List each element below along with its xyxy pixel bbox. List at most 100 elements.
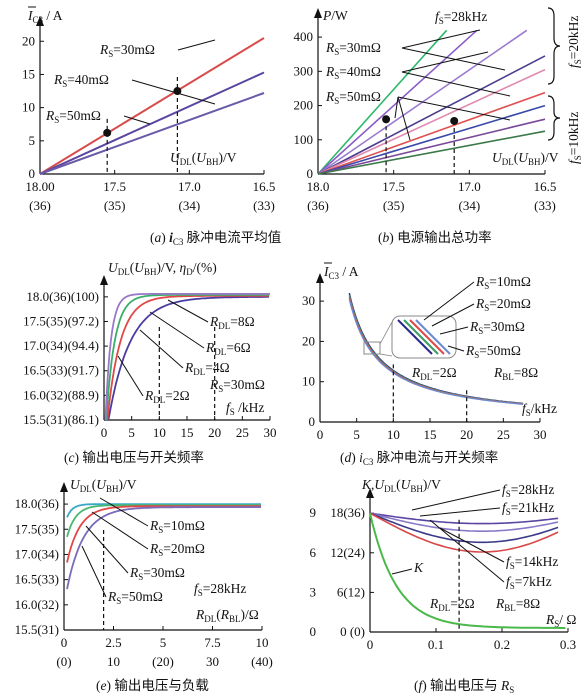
panel-a-line-2 xyxy=(39,92,265,175)
panel-d-xtick-label-2: 10 xyxy=(387,427,400,442)
panel-b-line-6 xyxy=(317,104,546,175)
panel-b-ytick-label-2: 200 xyxy=(294,98,314,113)
panel-f-axes: 0 0.1 0.2 0.30 0 (0)3 6(12)6 12(24)9 18(36) xyxy=(310,488,576,652)
panel-d-label-rbl8: RBL=8Ω xyxy=(493,365,538,382)
panel-b-xtick-label2-1: (35) xyxy=(383,198,405,213)
panel-b-xtick-label-2: 17.0 xyxy=(458,179,481,194)
panel-e-line-1 xyxy=(66,504,261,538)
panel-d-xtick-label-0: 0 xyxy=(317,427,324,442)
panel-a-label-rs40: RS=40mΩ xyxy=(53,72,109,89)
panel-f-k-curve xyxy=(369,512,566,629)
panel-b-label-fs20: fS=20kHz xyxy=(566,16,583,68)
panel-a-xtick-label-0: 18.00 xyxy=(25,179,54,194)
panel-c-xtick-label-6: 30 xyxy=(264,425,277,440)
panel-e: 0 (0) 2.5 10 5 (20) 7.5 30 10 (40) 18.0(36) 17.5(35… xyxy=(15,477,273,693)
panel-d-label-rdl2: RDL=2Ω xyxy=(411,365,457,382)
panel-f-ytick-label-3: 9 xyxy=(310,505,317,520)
panel-d-xlabel: fS/kHz xyxy=(522,401,557,418)
panel-d-ytick-label-3: 30 xyxy=(302,293,315,308)
panel-c-series xyxy=(104,292,270,421)
panel-f-ytick-label-0: 0 xyxy=(310,624,317,639)
panel-f-label-fs7: fS=7kHz xyxy=(506,574,552,591)
panel-f-line-1 xyxy=(369,512,559,533)
panel-d-label-rs30: RS=30mΩ xyxy=(469,319,525,336)
panel-f-xtick-label-2: 0.2 xyxy=(494,637,510,652)
panel-e-xtick-label-0: 0 xyxy=(61,635,68,650)
panel-e-ylabel: UDL(UBH)/V xyxy=(70,477,137,494)
panel-d-label-rs50: RS=50mΩ xyxy=(465,343,521,360)
panel-b-brace-bottom xyxy=(547,95,561,141)
panel-e-ytick-label-2: 17.0(34) xyxy=(15,546,59,561)
panel-b-xtick-label2-3: (33) xyxy=(534,198,556,213)
panel-a-xtick-label2-2: (34) xyxy=(178,198,200,213)
panel-b-label-rs50: RS=50mΩ xyxy=(325,89,381,106)
panel-d-inset-lines xyxy=(397,319,451,355)
panel-c-xtick-label-1: 5 xyxy=(128,425,135,440)
panel-a-ytick-label-4: 20 xyxy=(22,33,35,48)
panel-e-series xyxy=(66,503,261,630)
panel-f-ylabel: K,UDL(UBH)/V xyxy=(361,477,441,494)
panel-a-ytick-label-0: 0 xyxy=(29,166,36,181)
panel-f-y-arrow xyxy=(366,488,374,498)
panel-e-line-2 xyxy=(66,505,261,563)
panel-e-label-rs10: RS=10mΩ xyxy=(149,518,205,535)
panel-e-xtick-label-4: 10 xyxy=(256,635,269,650)
panel-b-line-5 xyxy=(317,91,546,175)
panel-b-caption: (b) 电源输出总功率 xyxy=(378,229,492,245)
panel-a-xtick-label-3: 16.5 xyxy=(253,179,276,194)
panel-f-line-2 xyxy=(369,512,559,544)
panel-c-line-2 xyxy=(105,293,270,421)
panel-b-marker-0 xyxy=(382,115,391,124)
panel-f-xtick-label-0: 0 xyxy=(367,637,374,652)
panel-d-label-rs20: RS=20mΩ xyxy=(475,296,531,313)
panel-c-ytick-label-4: 16.0(32)(88.9) xyxy=(23,387,99,402)
panel-f-label-fs21: fS=21kHz xyxy=(502,500,554,517)
panel-d-xtick-label-5: 25 xyxy=(497,427,510,442)
panel-d-caption: (d) iC3 脉冲电流与开关频率 xyxy=(340,449,498,467)
panel-d-ylabel: IC3 / A xyxy=(323,264,359,281)
panel-f-ytick-label2-3: 18(36) xyxy=(330,505,365,520)
panel-f-caption: (f) 输出电压与 RS xyxy=(414,678,514,695)
panel-f-label-rdl2: RDL=2Ω xyxy=(429,596,475,613)
panel-c-xtick-label-4: 20 xyxy=(208,425,221,440)
panel-b-line-0 xyxy=(317,29,448,175)
panel-e-axes: 0 (0) 2.5 10 5 (20) 7.5 30 10 (40) 18.0(36) 17.5(35… xyxy=(15,482,273,669)
panel-f-xtick-label-3: 0.3 xyxy=(560,637,576,652)
panel-d-ytick-label-2: 20 xyxy=(302,333,315,348)
panel-f-line-3 xyxy=(369,512,559,553)
panel-f-xlabel: RS/ Ω xyxy=(545,612,576,629)
panel-b-ytick-label-0: 0 xyxy=(307,166,314,181)
panel-b-brace-top xyxy=(547,7,561,85)
panel-c-y-arrow xyxy=(100,275,108,285)
panel-e-line-0 xyxy=(66,503,261,518)
panel-c-label-rdl2: RDL=2Ω xyxy=(144,388,190,405)
panel-c-xtick-label-2: 10 xyxy=(153,425,166,440)
panel-f-ytick-label-2: 6 xyxy=(310,545,317,560)
panel-f-label-fs14: fS=14kHz xyxy=(506,554,558,571)
panel-a-ytick-label-2: 10 xyxy=(22,100,35,115)
panel-c-ylabel: UDL(UBH)/V, ηD/(%) xyxy=(108,260,217,277)
panel-b-xtick-label2-2: (34) xyxy=(458,198,480,213)
panel-f-label-fs28: fS=28kHz xyxy=(502,482,554,499)
panel-f-line-0 xyxy=(369,512,559,525)
panel-d-xtick-label-4: 20 xyxy=(460,427,473,442)
panel-c-ytick-label-0: 18.0(36)(100) xyxy=(26,289,99,304)
panel-b-ytick-label-3: 300 xyxy=(294,63,314,78)
panel-e-xtick-label2-4: (40) xyxy=(251,654,273,669)
panel-e-xtick-label2-0: (0) xyxy=(56,654,71,669)
panel-e-ytick-label-1: 17.5(35) xyxy=(15,521,59,536)
panel-a-xtick-label-2: 17.0 xyxy=(178,179,201,194)
panel-b-y-arrow xyxy=(314,8,322,18)
panel-a-xlabel: UDL(UBH)/V xyxy=(170,150,237,167)
panel-f-label-rbl8: RBL=8Ω xyxy=(495,596,540,613)
panel-a-y-arrow xyxy=(36,16,44,26)
panel-b-line-7 xyxy=(317,118,546,175)
panel-c-ytick-label-2: 17.0(34)(94.4) xyxy=(23,338,99,353)
panel-d-zoom-box xyxy=(363,341,381,355)
panel-c: 0 5 10 15 20 25 30 18.0(36)(100) 17.5(35)(97.2) 1… xyxy=(23,260,276,465)
panel-c-label-rs30: RS=30mΩ xyxy=(209,377,265,394)
panel-e-label-rs30: RS=30mΩ xyxy=(129,565,185,582)
panel-e-y-arrow xyxy=(60,482,68,492)
panel-d-ytick-label-0: 0 xyxy=(309,414,316,429)
